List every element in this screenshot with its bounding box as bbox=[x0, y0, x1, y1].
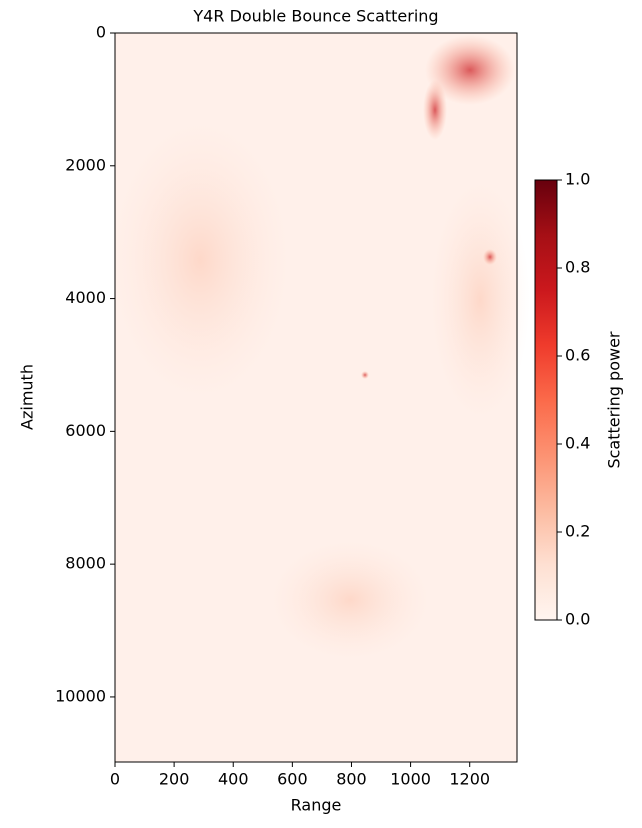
x-tick-label: 800 bbox=[336, 770, 367, 789]
y-tick-label: 6000 bbox=[65, 421, 106, 440]
colorbar-tick-label: 1.0 bbox=[565, 170, 590, 189]
plot-frame bbox=[114, 32, 518, 763]
x-tick-label: 200 bbox=[159, 770, 190, 789]
chart-title: Y4R Double Bounce Scattering bbox=[192, 7, 438, 26]
x-tick-label: 0 bbox=[110, 770, 120, 789]
colorbar bbox=[534, 179, 558, 621]
x-tick-label: 600 bbox=[277, 770, 308, 789]
colorbar-tick-label: 0.6 bbox=[565, 346, 590, 365]
y-tick-label: 4000 bbox=[65, 288, 106, 307]
image-texture bbox=[270, 540, 430, 660]
x-tick-label: 400 bbox=[218, 770, 249, 789]
y-tick-label: 8000 bbox=[65, 554, 106, 573]
image bbox=[110, 33, 530, 762]
image-texture bbox=[430, 180, 530, 420]
image-texture bbox=[361, 371, 369, 379]
y-axis-label: Azimuth bbox=[18, 364, 37, 430]
colorbar-label: Scattering power bbox=[605, 331, 624, 468]
x-tick-label: 1000 bbox=[390, 770, 431, 789]
y-tick-label: 10000 bbox=[55, 686, 106, 705]
x-tick-label: 1200 bbox=[449, 770, 490, 789]
y-tick-label: 2000 bbox=[65, 155, 106, 174]
y-tick-label: 0 bbox=[96, 23, 106, 42]
colorbar-tick-label: 0.8 bbox=[565, 258, 590, 277]
colorbar-tick-label: 0.4 bbox=[565, 434, 590, 453]
colorbar-tick-label: 0.2 bbox=[565, 522, 590, 541]
image-texture bbox=[425, 35, 515, 105]
x-axis-label: Range bbox=[291, 796, 342, 815]
image-texture bbox=[483, 249, 497, 265]
image-texture bbox=[423, 80, 447, 140]
image-texture bbox=[110, 120, 290, 400]
colorbar-tick-label: 0.0 bbox=[565, 610, 590, 629]
